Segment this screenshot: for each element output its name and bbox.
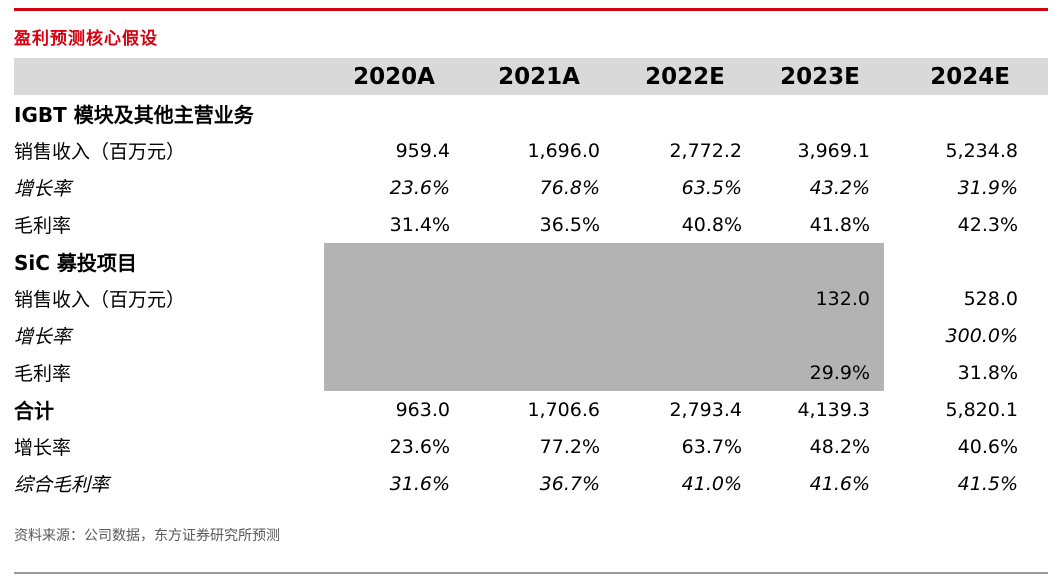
cell-value	[756, 317, 884, 354]
cell-value: 1,706.6	[527, 398, 600, 421]
table-row-blended-margin: 综合毛利率 31.6% 36.7% 41.0% 41.6% 41.5%	[14, 465, 1048, 502]
cell-value: 77.2%	[539, 435, 600, 458]
header-2021A: 2021A	[464, 58, 614, 95]
cell-value	[464, 95, 614, 132]
top-red-rule	[14, 8, 1048, 11]
header-2023E: 2023E	[756, 58, 884, 95]
row-label: 增长率	[14, 178, 72, 200]
cell-value: 3,969.1	[797, 139, 870, 162]
cell-value	[614, 95, 756, 132]
row-label: 增长率	[14, 437, 72, 459]
header-empty	[14, 58, 324, 95]
cell-value: 1,696.0	[527, 139, 600, 162]
table-row-igbt-revenue: 销售收入（百万元） 959.4 1,696.0 2,772.2 3,969.1 …	[14, 132, 1048, 169]
source-note: 资料来源：公司数据，东方证券研究所预测	[14, 528, 280, 544]
table-row-sic-margin: 毛利率 29.9% 31.8%	[14, 354, 1048, 391]
row-label: 毛利率	[14, 215, 72, 237]
cell-value	[756, 95, 884, 132]
header-2020A: 2020A	[324, 58, 464, 95]
row-label: SiC 募投项目	[14, 251, 137, 275]
row-label: 综合毛利率	[14, 474, 110, 496]
cell-value	[324, 95, 464, 132]
cell-value: 31.8%	[957, 361, 1018, 384]
cell-value	[884, 243, 1048, 280]
cell-value	[324, 354, 464, 391]
cell-value: 76.8%	[539, 176, 600, 199]
row-label: 增长率	[14, 326, 72, 348]
cell-value	[614, 354, 756, 391]
header-row: 2020A 2021A 2022E 2023E 2024E	[14, 58, 1048, 95]
cell-value: 2,772.2	[669, 139, 742, 162]
cell-value: 41.6%	[809, 472, 870, 495]
cell-value	[464, 354, 614, 391]
cell-value: 63.7%	[681, 435, 742, 458]
cell-value: 4,139.3	[797, 398, 870, 421]
row-label: 销售收入（百万元）	[14, 289, 186, 311]
forecast-table: 2020A 2021A 2022E 2023E 2024E IGBT 模块及其他…	[14, 58, 1048, 502]
cell-value	[884, 95, 1048, 132]
cell-value	[614, 317, 756, 354]
cell-value: 40.8%	[681, 213, 742, 236]
header-2024E: 2024E	[884, 58, 1048, 95]
cell-value	[464, 243, 614, 280]
cell-value: 5,820.1	[945, 398, 1018, 421]
cell-value: 41.5%	[957, 472, 1018, 495]
cell-value: 959.4	[395, 139, 450, 162]
cell-value	[324, 317, 464, 354]
cell-value	[756, 243, 884, 280]
cell-value: 36.7%	[539, 472, 600, 495]
cell-value: 528.0	[963, 287, 1018, 310]
cell-value	[614, 280, 756, 317]
cell-value	[324, 243, 464, 280]
row-label: IGBT 模块及其他主营业务	[14, 103, 254, 127]
cell-value: 23.6%	[389, 176, 450, 199]
cell-value: 31.6%	[389, 472, 450, 495]
cell-value: 43.2%	[809, 176, 870, 199]
cell-value: 48.2%	[809, 435, 870, 458]
cell-value: 63.5%	[681, 176, 742, 199]
row-label: 合计	[14, 399, 54, 423]
cell-value: 963.0	[395, 398, 450, 421]
cell-value: 31.9%	[957, 176, 1018, 199]
cell-value: 2,793.4	[669, 398, 742, 421]
cell-value: 23.6%	[389, 435, 450, 458]
header-2022E: 2022E	[614, 58, 756, 95]
table-row-igbt-section: IGBT 模块及其他主营业务	[14, 95, 1048, 132]
cell-value: 29.9%	[756, 354, 884, 391]
row-label: 销售收入（百万元）	[14, 141, 186, 163]
figure-title: 盈利预测核心假设	[14, 29, 158, 49]
cell-value: 5,234.8	[945, 139, 1018, 162]
row-label: 毛利率	[14, 363, 72, 385]
cell-value: 41.0%	[681, 472, 742, 495]
table-row-sic-revenue: 销售收入（百万元） 132.0 528.0	[14, 280, 1048, 317]
table-row-igbt-growth: 增长率 23.6% 76.8% 63.5% 43.2% 31.9%	[14, 169, 1048, 206]
cell-value	[464, 317, 614, 354]
cell-value	[464, 280, 614, 317]
bottom-gray-rule	[14, 572, 1048, 574]
cell-value	[614, 243, 756, 280]
cell-value: 31.4%	[389, 213, 450, 236]
cell-value: 36.5%	[539, 213, 600, 236]
cell-value: 41.8%	[809, 213, 870, 236]
report-figure: 盈利预测核心假设 2020A 2021A 2022E 2023E 2024E I…	[0, 8, 1062, 582]
table-row-total-growth: 增长率 23.6% 77.2% 63.7% 48.2% 40.6%	[14, 428, 1048, 465]
cell-value: 42.3%	[957, 213, 1018, 236]
table-row-sic-growth: 增长率 300.0%	[14, 317, 1048, 354]
table-row-sic-section: SiC 募投项目	[14, 243, 1048, 280]
cell-value: 132.0	[756, 280, 884, 317]
cell-value	[324, 280, 464, 317]
cell-value: 40.6%	[957, 435, 1018, 458]
table-row-total: 合计 963.0 1,706.6 2,793.4 4,139.3 5,820.1	[14, 391, 1048, 428]
cell-value: 300.0%	[945, 324, 1018, 347]
table-row-igbt-margin: 毛利率 31.4% 36.5% 40.8% 41.8% 42.3%	[14, 206, 1048, 243]
